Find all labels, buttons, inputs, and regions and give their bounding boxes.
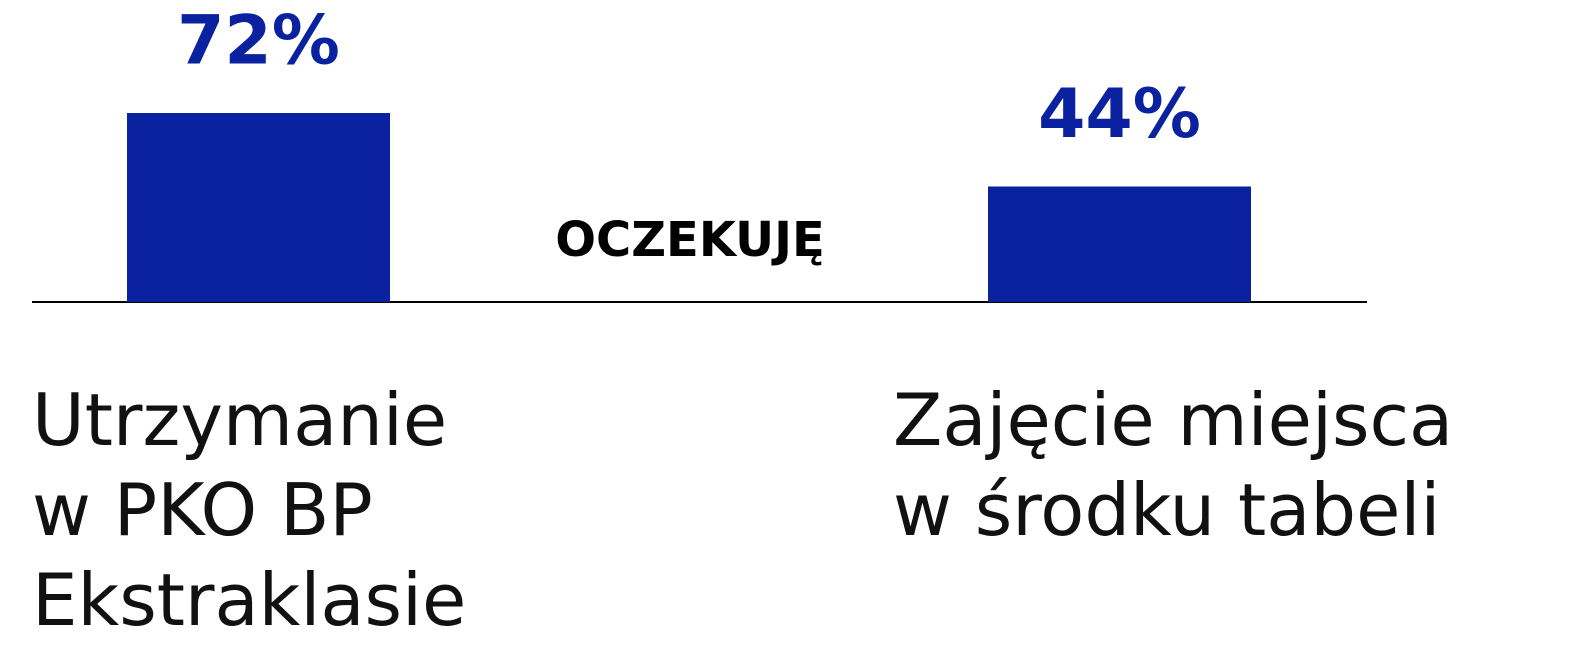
bar	[127, 113, 390, 302]
bar	[988, 186, 1251, 302]
page: OCZEKUJĘ 72%44% (() => { const data = JS…	[32, 1, 1454, 642]
chart: OCZEKUJĘ 72% 44%	[32, 2, 1367, 303]
category-label: Zajęcie miejsca w środku tabeli	[893, 378, 1454, 552]
category-label: Utrzymanie w PKO BP Ekstraklasie	[32, 378, 467, 642]
value-label: 72%	[177, 2, 340, 81]
value-label: 44%	[1038, 75, 1201, 154]
annotation: OCZEKUJĘ	[555, 212, 825, 268]
